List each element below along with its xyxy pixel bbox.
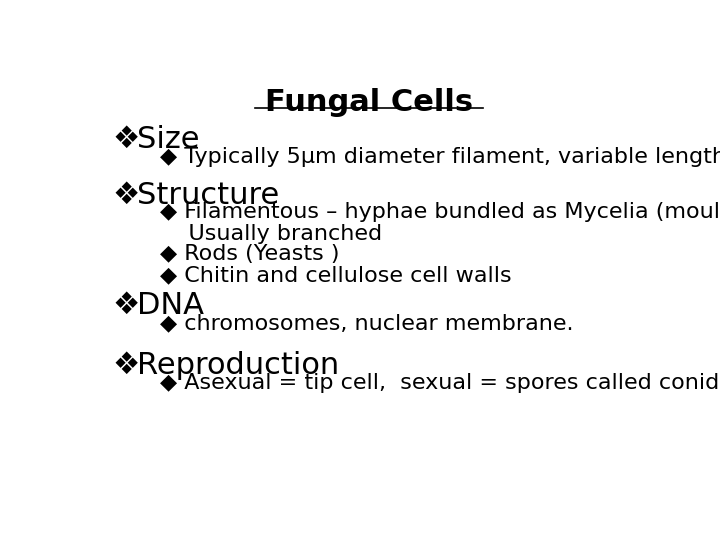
Text: ◆ Filamentous – hyphae bundled as Mycelia (moulds): ◆ Filamentous – hyphae bundled as Myceli… <box>160 202 720 222</box>
Text: ◆ Chitin and cellulose cell walls: ◆ Chitin and cellulose cell walls <box>160 266 511 286</box>
Text: Fungal Cells: Fungal Cells <box>265 87 473 117</box>
Text: DNA: DNA <box>138 292 204 320</box>
Text: ◆ Rods (Yeasts ): ◆ Rods (Yeasts ) <box>160 244 339 264</box>
Text: Size: Size <box>138 125 200 154</box>
Text: ❖: ❖ <box>112 352 140 380</box>
Text: ❖: ❖ <box>112 292 140 320</box>
Text: ◆ Typically 5μm diameter filament, variable length: ◆ Typically 5μm diameter filament, varia… <box>160 147 720 167</box>
Text: ◆ chromosomes, nuclear membrane.: ◆ chromosomes, nuclear membrane. <box>160 313 573 333</box>
Text: Structure: Structure <box>138 181 279 210</box>
Text: Usually branched: Usually branched <box>160 224 382 244</box>
Text: Reproduction: Reproduction <box>138 352 340 380</box>
Text: ❖: ❖ <box>112 125 140 154</box>
Text: ◆ Asexual = tip cell,  sexual = spores called conidia.: ◆ Asexual = tip cell, sexual = spores ca… <box>160 373 720 393</box>
Text: ❖: ❖ <box>112 181 140 210</box>
